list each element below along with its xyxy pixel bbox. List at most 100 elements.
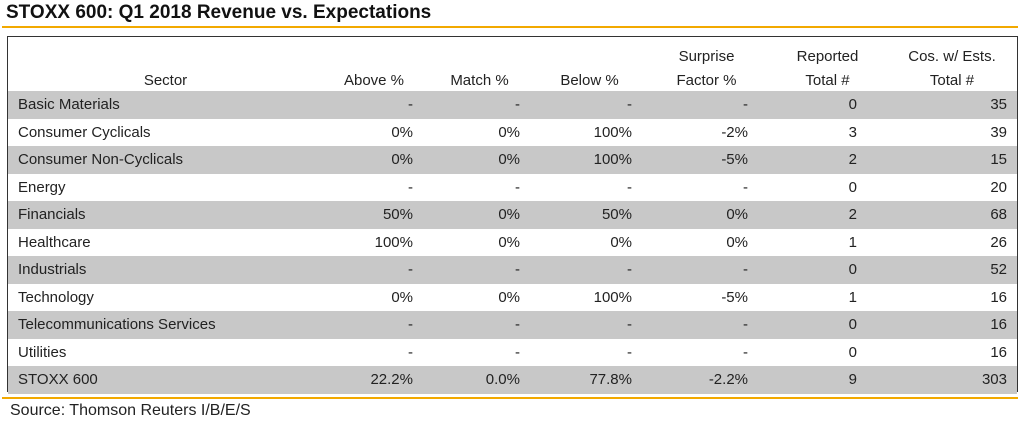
header-cell-above: Above % — [343, 72, 405, 89]
value-cell: 1 — [848, 233, 857, 251]
value-cell: - — [425, 311, 534, 339]
table-row: Healthcare 100% 0% 0% 0% 1 26 — [8, 229, 1017, 257]
value-cell: - — [408, 343, 413, 361]
value-cell: - — [645, 91, 768, 119]
header-cell — [425, 37, 534, 65]
value-cell: 0% — [498, 233, 520, 251]
table-row: Energy - - - - 0 20 — [8, 174, 1017, 202]
header-row-1: Surprise Reported Cos. w/ Ests. — [8, 37, 1017, 65]
value-cell: 16 — [887, 311, 1017, 339]
value-cell: 0 — [848, 178, 857, 196]
value-cell: 0 — [768, 311, 887, 339]
header-cell-below: Below % — [560, 72, 619, 89]
value-cell: 50% — [534, 201, 645, 229]
source-note: Source: Thomson Reuters I/B/E/S — [10, 402, 251, 419]
sector-cell: Consumer Cyclicals — [18, 123, 151, 141]
table-frame: Surprise Reported Cos. w/ Ests. Sector A… — [7, 36, 1018, 394]
header-cell-match: Match % — [450, 72, 509, 89]
value-cell: 100% — [593, 123, 632, 141]
value-cell: - — [515, 178, 520, 196]
value-cell: 0% — [391, 288, 413, 306]
sector-cell: Consumer Non-Cyclicals — [8, 146, 323, 174]
title-underline — [2, 26, 1018, 28]
header-cell: Surprise — [678, 48, 735, 65]
value-cell: - — [534, 91, 645, 119]
value-cell: -5% — [721, 288, 748, 306]
table-row: Basic Materials - - - -0 35 — [8, 91, 1017, 119]
value-cell: 100% — [534, 146, 645, 174]
header-cell: Reported — [796, 48, 859, 65]
header-cell-reported: Total # — [805, 72, 850, 89]
value-cell: - — [515, 343, 520, 361]
value-cell: - — [627, 178, 632, 196]
value-cell: 0% — [391, 123, 413, 141]
value-cell: - — [323, 91, 425, 119]
sector-cell: STOXX 600 — [8, 366, 323, 394]
value-cell: 16 — [990, 288, 1007, 306]
value-cell: - — [743, 343, 748, 361]
value-cell: -2.2% — [645, 366, 768, 394]
footer-rule — [2, 397, 1018, 399]
value-cell: - — [645, 256, 768, 284]
sector-cell: Telecommunications Services — [8, 311, 323, 339]
value-cell: 2 — [768, 201, 887, 229]
value-cell: 0 — [768, 91, 887, 119]
value-cell: 39 — [990, 123, 1007, 141]
value-cell: - — [425, 256, 534, 284]
header-cell-sector: Sector — [143, 72, 188, 89]
value-cell: - — [645, 311, 768, 339]
value-cell: 16 — [990, 343, 1007, 361]
value-cell: 26 — [990, 233, 1007, 251]
table-row: Technology 0% 0% 100% -5% 1 16 — [8, 284, 1017, 312]
value-cell: 303 — [887, 366, 1017, 394]
header-cell — [323, 37, 425, 65]
value-cell: 0% — [425, 201, 534, 229]
header-cell: Cos. w/ Ests. — [908, 48, 996, 65]
value-cell: 0% — [425, 146, 534, 174]
value-cell: 50% — [323, 201, 425, 229]
value-cell: 0% — [726, 233, 748, 251]
value-cell: 0% — [645, 201, 768, 229]
value-cell: 22.2% — [323, 366, 425, 394]
value-cell: - — [743, 178, 748, 196]
header-cell-cos-w-ests: Total # — [929, 72, 975, 89]
table-row: Telecommunications Services - - - -0 16 — [8, 311, 1017, 339]
table-row: Utilities - - - - 0 16 — [8, 339, 1017, 367]
table-row: Consumer Non-Cyclicals 0% 0% 100% -5% 2 15 — [8, 146, 1017, 174]
sector-cell: Technology — [18, 288, 94, 306]
value-cell: 0% — [323, 146, 425, 174]
value-cell: 1 — [848, 288, 857, 306]
value-cell: 9 — [768, 366, 887, 394]
sector-cell: Industrials — [8, 256, 323, 284]
sector-cell: Healthcare — [18, 233, 91, 251]
value-cell: 20 — [990, 178, 1007, 196]
value-cell: 3 — [848, 123, 857, 141]
sector-cell: Utilities — [18, 343, 67, 361]
value-cell: - — [323, 256, 425, 284]
header-cell — [534, 37, 645, 65]
value-cell: 77.8% — [534, 366, 645, 394]
value-cell: - — [534, 311, 645, 339]
table-row: Industrials - - - -0 52 — [8, 256, 1017, 284]
value-cell: 100% — [593, 288, 632, 306]
table-row: Consumer Cyclicals 0% 0% 100% -2% 3 39 — [8, 119, 1017, 147]
value-cell: - — [534, 256, 645, 284]
value-cell: 35 — [887, 91, 1017, 119]
header-cell-surprise: Factor % — [676, 72, 737, 89]
value-cell: 52 — [887, 256, 1017, 284]
value-cell: 0% — [498, 288, 520, 306]
table-row: Financials 50% 0% 50% 0% 2 68 — [8, 201, 1017, 229]
value-cell: 0% — [610, 233, 632, 251]
header-row-2: Sector Above % Match % Below % Factor % … — [8, 65, 1017, 91]
value-cell: 0 — [848, 343, 857, 361]
sector-cell: Energy — [18, 178, 66, 196]
page-title: STOXX 600: Q1 2018 Revenue vs. Expectati… — [6, 2, 432, 23]
value-cell: - — [425, 91, 534, 119]
value-cell: -5% — [645, 146, 768, 174]
value-cell: 15 — [887, 146, 1017, 174]
value-cell: - — [627, 343, 632, 361]
sector-cell: Financials — [8, 201, 323, 229]
value-cell: - — [323, 311, 425, 339]
revenue-table: Surprise Reported Cos. w/ Ests. Sector A… — [8, 37, 1017, 394]
table-body: Basic Materials - - - -0 35 Consumer Cyclicals… — [8, 91, 1017, 394]
